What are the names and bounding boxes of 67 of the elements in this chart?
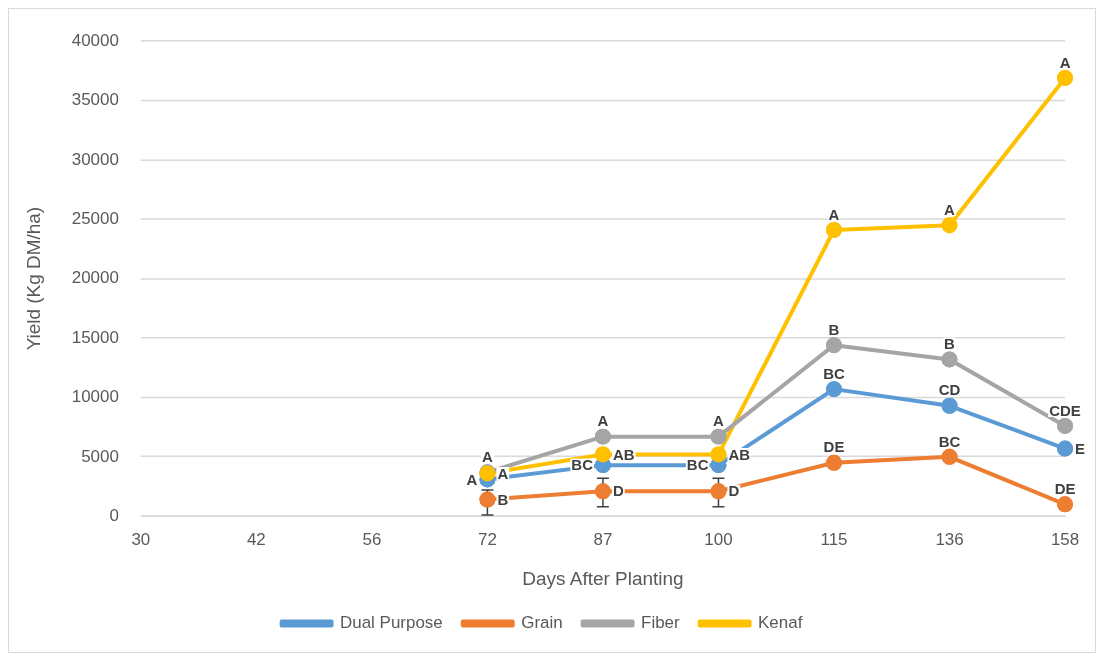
- y-tick-label: 25000: [71, 208, 119, 228]
- point: [826, 221, 842, 238]
- y-axis-title: Yield (Kg DM/ha): [22, 206, 44, 351]
- x-tick-label: 136: [935, 530, 964, 550]
- legend-label: Fiber: [641, 613, 681, 633]
- data-label: CDE: [1049, 401, 1081, 419]
- data-label: BC: [938, 432, 961, 450]
- x-tick-label: 115: [820, 530, 848, 550]
- data-label: AB: [728, 445, 751, 463]
- data-label: A: [482, 447, 494, 465]
- legend-label: Dual Purpose: [340, 613, 443, 633]
- data-label: E: [1075, 439, 1086, 457]
- y-tick-label: 30000: [71, 149, 119, 169]
- x-tick-label: 158: [1050, 530, 1080, 550]
- point: [594, 483, 611, 500]
- x-tick-label: 87: [593, 530, 613, 550]
- data-label: A: [597, 412, 609, 430]
- data-label: AB: [612, 445, 635, 463]
- x-tick-label: 100: [704, 530, 733, 550]
- point: [594, 446, 611, 463]
- point: [941, 217, 958, 234]
- data-label: A: [466, 470, 478, 488]
- y-tick-label: 40000: [71, 30, 119, 50]
- x-tick-label: 42: [246, 530, 266, 550]
- data-label: DE: [823, 438, 845, 456]
- point: [1057, 69, 1074, 86]
- point: [710, 483, 727, 500]
- data-label: A: [828, 205, 840, 223]
- y-tick-label: 20000: [71, 268, 119, 288]
- point: [710, 446, 727, 463]
- point: [826, 337, 842, 354]
- data-label: A: [713, 412, 725, 430]
- data-label: A: [944, 200, 956, 218]
- y-tick-label: 5000: [81, 446, 119, 466]
- data-label: D: [612, 482, 624, 500]
- legend-label: Grain: [521, 613, 563, 633]
- data-label: BC: [686, 456, 709, 474]
- data-label: A: [497, 464, 509, 482]
- data-label: DE: [1054, 480, 1076, 498]
- y-tick-label: 10000: [71, 387, 119, 407]
- point: [941, 397, 958, 414]
- data-label: B: [828, 320, 840, 338]
- point: [1057, 440, 1074, 457]
- point: [1057, 417, 1074, 434]
- x-tick-label: 72: [477, 530, 497, 550]
- y-tick-label: 35000: [71, 90, 119, 110]
- point: [1057, 496, 1074, 513]
- point: [941, 351, 958, 368]
- y-tick-label: 0: [109, 505, 119, 525]
- data-label: CD: [938, 381, 961, 399]
- point: [479, 491, 496, 508]
- x-axis-title: Days After Planting: [522, 568, 684, 590]
- x-tick-label: 56: [362, 530, 382, 550]
- data-label: B: [497, 490, 509, 508]
- data-label: A: [1059, 53, 1071, 71]
- point: [710, 428, 727, 445]
- point: [594, 428, 611, 445]
- point: [941, 448, 958, 465]
- data-label: B: [944, 335, 956, 353]
- y-tick-label: 15000: [71, 327, 119, 347]
- data-label: D: [728, 482, 740, 500]
- data-label: BC: [823, 364, 845, 382]
- x-tick-label: 30: [131, 530, 151, 550]
- legend-label: Kenaf: [758, 613, 803, 633]
- point: [826, 381, 842, 398]
- data-label: BC: [571, 456, 594, 474]
- point: [826, 454, 842, 471]
